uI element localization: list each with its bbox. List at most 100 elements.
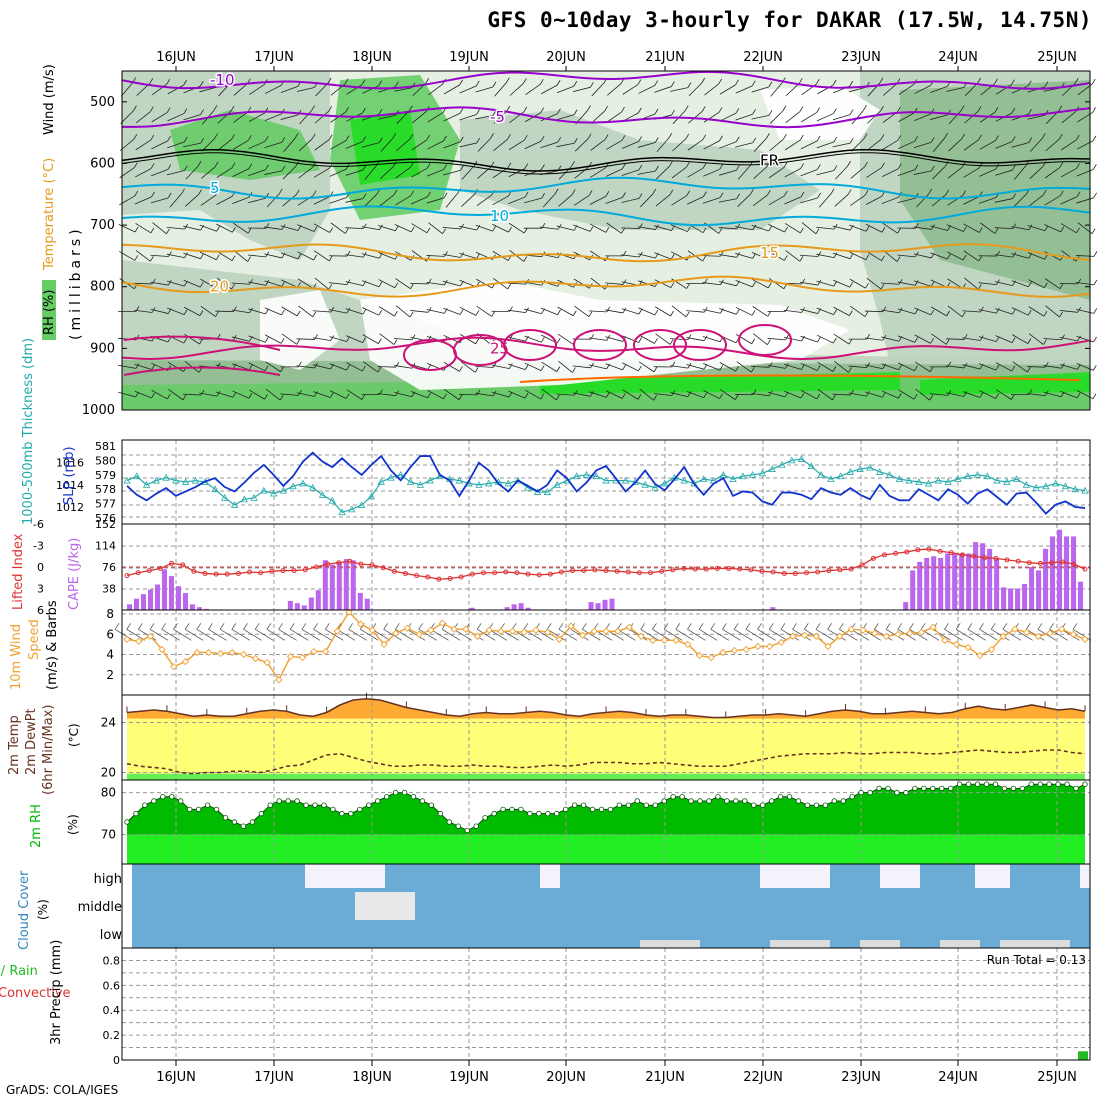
wind-barb xyxy=(735,79,739,86)
wind-barb xyxy=(914,334,931,344)
wind-barb xyxy=(849,251,867,261)
thickness-point xyxy=(553,481,561,488)
wind-barb xyxy=(378,309,383,316)
rh-point xyxy=(204,802,211,808)
wind-barb xyxy=(312,337,331,341)
wind-barb xyxy=(540,141,558,149)
wind-barb xyxy=(364,165,377,180)
thickness-point xyxy=(964,472,972,480)
cape-bar xyxy=(994,559,1000,610)
wind-barb xyxy=(606,306,611,313)
rh-point xyxy=(894,789,900,796)
wind-barb xyxy=(313,623,318,630)
wind-barb xyxy=(864,190,869,196)
wind-barb xyxy=(557,309,561,315)
wind-barb xyxy=(751,392,770,397)
wind-barb xyxy=(867,110,881,124)
wind-speed-point xyxy=(871,629,879,637)
wind-barb xyxy=(508,363,513,369)
wind-barb xyxy=(571,161,576,167)
wind-barb xyxy=(978,227,983,233)
rh-point xyxy=(697,798,703,804)
wind-barb xyxy=(947,305,963,318)
wind-barb xyxy=(752,253,757,259)
wind-barb xyxy=(637,170,656,175)
wind-barb xyxy=(849,310,853,316)
lifted-index-point xyxy=(603,568,609,574)
wind-speed-point xyxy=(777,638,785,647)
wind-barb xyxy=(816,365,821,371)
rh-point xyxy=(339,810,345,817)
x-axis-bottom: 16JUN 17JUN 18JUN 19JUN 20JUN 21JUN 22JUN 23JUN… xyxy=(156,1060,1077,1085)
wind-barb xyxy=(523,106,528,113)
wind-barb xyxy=(653,395,657,401)
lifted-index-point xyxy=(915,547,921,553)
wind-barb xyxy=(216,223,233,233)
wind-barb xyxy=(720,251,724,257)
thickness-point xyxy=(1022,481,1031,488)
wind-barb xyxy=(1025,623,1031,630)
cape-bar xyxy=(602,599,608,610)
wind-barb xyxy=(605,363,623,371)
cape-bar xyxy=(924,557,930,610)
wind-barb xyxy=(800,163,805,169)
wind-barb xyxy=(361,365,366,372)
wind-barb xyxy=(979,168,996,177)
wind-barb xyxy=(427,140,444,150)
lifted-index-point xyxy=(325,561,331,567)
wind-speed-point xyxy=(1022,628,1031,636)
wind-barb xyxy=(161,628,180,641)
x-tick-label: 22JUN xyxy=(743,1070,783,1085)
wind-barb xyxy=(994,227,1013,230)
thickness-point xyxy=(973,470,982,478)
wind-barb xyxy=(200,389,205,396)
wind-speed-point xyxy=(357,620,365,628)
wind-barb xyxy=(588,311,593,317)
wind-barb xyxy=(962,391,980,398)
wind-speed-point xyxy=(649,636,657,644)
wind-barb xyxy=(523,134,528,141)
wind-barb xyxy=(1093,308,1098,314)
wind-barb xyxy=(817,361,834,372)
isotherm-line xyxy=(121,275,1091,298)
rh-point xyxy=(956,781,963,787)
lifted-index-point xyxy=(948,550,954,556)
wind-barb xyxy=(816,393,821,400)
wind-speed-point xyxy=(286,652,295,661)
wind-barb xyxy=(1028,279,1045,289)
wind-barb xyxy=(897,135,902,141)
wind-barb xyxy=(637,79,642,85)
wind-barb xyxy=(1061,363,1065,369)
wind-barb xyxy=(198,189,202,195)
rh-point xyxy=(124,819,130,825)
wind-barb xyxy=(622,192,626,198)
thickness-point xyxy=(142,481,151,488)
rh-point xyxy=(804,802,811,808)
wind-barb xyxy=(752,224,757,231)
wind-barb xyxy=(720,389,736,400)
wind-barb xyxy=(395,623,400,630)
wind-barb xyxy=(897,254,916,258)
rh-point xyxy=(652,802,658,808)
slp-line xyxy=(126,451,1086,515)
cape-bar xyxy=(287,600,293,610)
wind-barb xyxy=(231,336,250,342)
wind-barb xyxy=(978,282,997,285)
wind-barb xyxy=(977,106,982,112)
wind-barb xyxy=(752,306,769,317)
wind-barb xyxy=(718,254,737,258)
wind-barb xyxy=(120,82,134,97)
wind-barb xyxy=(219,628,239,641)
wind-barb xyxy=(461,165,475,180)
wind-barb xyxy=(1045,167,1061,179)
wind-barb xyxy=(248,335,266,343)
wind-barb xyxy=(266,628,286,641)
cape-bar xyxy=(1036,570,1042,610)
wind-barb xyxy=(1076,168,1094,177)
y-tick-label: 38 xyxy=(102,583,116,596)
wind-barb xyxy=(248,362,266,372)
cape-bar xyxy=(364,598,370,610)
rh-point xyxy=(142,802,148,808)
y-label-minmax: (6hr Min/Max) xyxy=(41,705,56,795)
wind-barb xyxy=(751,365,770,368)
